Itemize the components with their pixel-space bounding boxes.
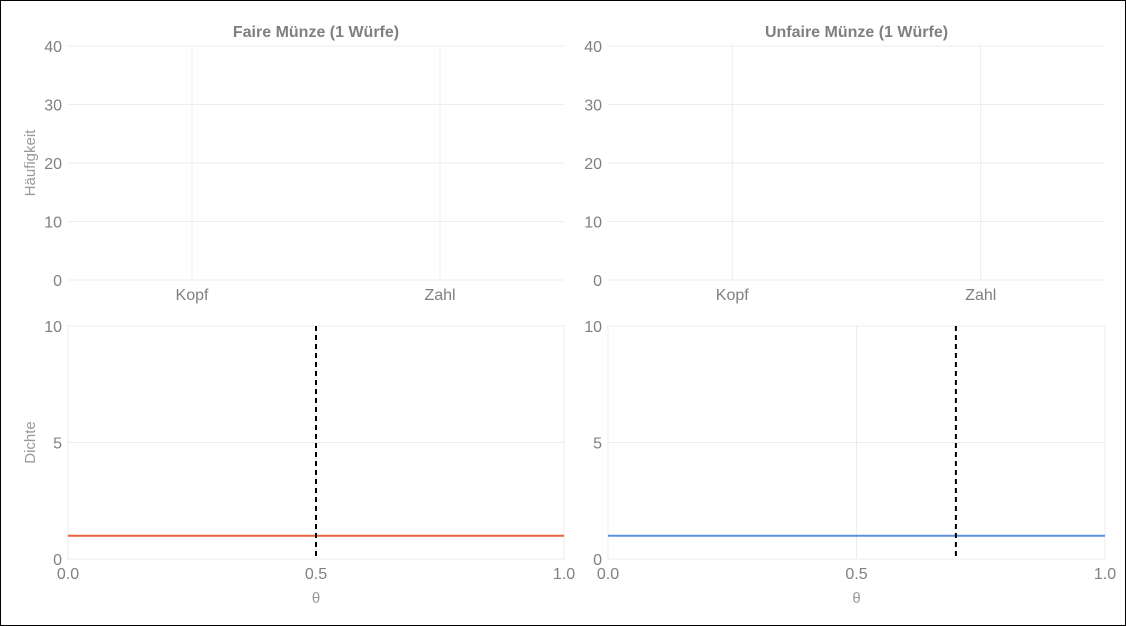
y-tick-label: 30 bbox=[44, 98, 62, 115]
y-tick-label: 10 bbox=[584, 215, 602, 232]
y-tick-label: 5 bbox=[53, 436, 62, 453]
panel-2: Unfaire Münze (1 Würfe) 0 10 20 30 40 Kopf Zahl bbox=[584, 24, 1105, 304]
x-tick-label: 1.0 bbox=[553, 566, 575, 583]
y-tick-label: 40 bbox=[584, 39, 602, 56]
y-tick-label: 5 bbox=[593, 436, 602, 453]
panel-3: 0 5 10 0.0 0.5 1.0 θ Dichte bbox=[22, 319, 575, 607]
y-tick-label: 0 bbox=[53, 273, 62, 290]
x-tick-label: Kopf bbox=[716, 287, 749, 304]
x-tick-label: 1.0 bbox=[1094, 566, 1116, 583]
y-tick-label: 10 bbox=[44, 215, 62, 232]
x-tick-label: Zahl bbox=[965, 287, 996, 304]
y-tick-label: 40 bbox=[44, 39, 62, 56]
panel-4: 0 5 10 0.0 0.5 1.0 θ bbox=[584, 319, 1116, 607]
y-axis-label: Dichte bbox=[22, 421, 39, 464]
chart-title: Faire Münze (1 Würfe) bbox=[233, 24, 399, 41]
panel-1: Faire Münze (1 Würfe) 0 10 20 30 40 Kopf Zahl Hä… bbox=[22, 24, 564, 304]
y-tick-label: 30 bbox=[584, 98, 602, 115]
y-tick-label: 20 bbox=[44, 156, 62, 173]
y-tick-label: 10 bbox=[44, 319, 62, 336]
y-tick-label: 0 bbox=[593, 273, 602, 290]
x-tick-label: 0.5 bbox=[845, 566, 867, 583]
y-tick-label: 20 bbox=[584, 156, 602, 173]
x-axis-label: θ bbox=[312, 590, 320, 607]
x-tick-label: 0.5 bbox=[305, 566, 327, 583]
y-tick-label: 0 bbox=[593, 552, 602, 569]
x-tick-label: Kopf bbox=[176, 287, 209, 304]
chart-title: Unfaire Münze (1 Würfe) bbox=[765, 24, 948, 41]
y-tick-label: 10 bbox=[584, 319, 602, 336]
y-tick-label: 0 bbox=[53, 552, 62, 569]
x-tick-label: 0.0 bbox=[57, 566, 79, 583]
x-axis-label: θ bbox=[852, 590, 860, 607]
x-tick-label: 0.0 bbox=[597, 566, 619, 583]
y-axis-label: Häufigkeit bbox=[22, 129, 39, 197]
x-tick-label: Zahl bbox=[424, 287, 455, 304]
